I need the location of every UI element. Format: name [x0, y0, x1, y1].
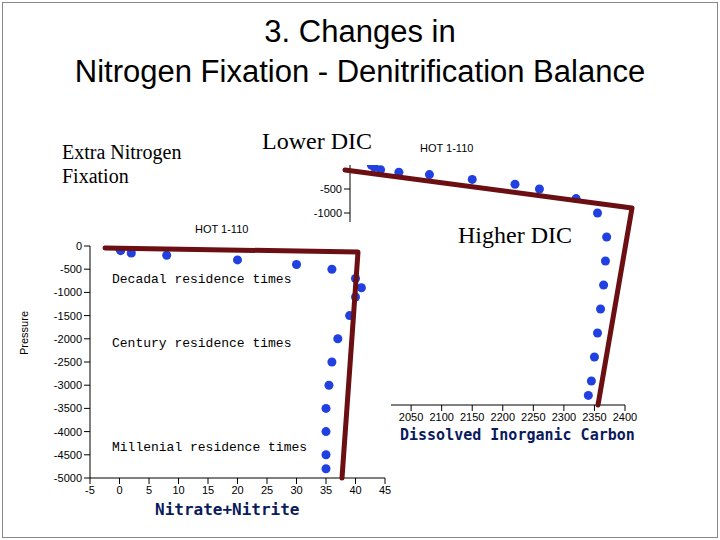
svg-text:-1000: -1000 — [54, 286, 82, 298]
svg-text:20: 20 — [231, 484, 243, 496]
html-text:3. Changes in: 3. Changes in — [264, 14, 456, 49]
svg-text:35: 35 — [320, 484, 332, 496]
html-text:Century residence times: Century residence times — [112, 336, 292, 351]
svg-text:-4500: -4500 — [54, 449, 82, 461]
svg-text:2150: 2150 — [460, 411, 484, 423]
html-text:Nitrogen Fixation - Denitrific: Nitrogen Fixation - Denitrification Bala… — [74, 54, 646, 89]
svg-text:-2500: -2500 — [54, 356, 82, 368]
html-text:Pressure: Pressure — [18, 311, 30, 355]
svg-text:-4000: -4000 — [54, 426, 82, 438]
svg-text:2100: 2100 — [429, 411, 453, 423]
html-text:HOT 1-110: HOT 1-110 — [420, 142, 474, 154]
svg-text:2250: 2250 — [521, 411, 545, 423]
svg-text:-2000: -2000 — [54, 333, 82, 345]
svg-text:0: 0 — [116, 484, 122, 496]
svg-text:45: 45 — [379, 484, 391, 496]
svg-text:-1500: -1500 — [54, 310, 82, 322]
svg-text:-3500: -3500 — [54, 402, 82, 414]
svg-text:-3000: -3000 — [54, 379, 82, 391]
svg-text:-5: -5 — [85, 484, 95, 496]
svg-text:-1000: -1000 — [314, 207, 342, 219]
svg-text:-500: -500 — [60, 263, 82, 275]
html-text:Decadal residence times: Decadal residence times — [112, 272, 292, 287]
svg-text:2200: 2200 — [491, 411, 515, 423]
svg-text:-5000: -5000 — [54, 472, 82, 484]
svg-text:2300: 2300 — [552, 411, 576, 423]
html-text:HOT 1-110: HOT 1-110 — [195, 223, 249, 235]
html-text:Lower DIC: Lower DIC — [262, 128, 372, 154]
svg-text:30: 30 — [290, 484, 302, 496]
html-text:Nitrate+Nitrite: Nitrate+Nitrite — [155, 500, 300, 519]
svg-text:2400: 2400 — [613, 411, 637, 423]
svg-text:2350: 2350 — [582, 411, 606, 423]
svg-text:0: 0 — [76, 240, 82, 252]
svg-text:40: 40 — [349, 484, 361, 496]
svg-text:-500: -500 — [320, 183, 342, 195]
html-text:Extra Nitrogen Fixation: Extra Nitrogen Fixation — [62, 141, 182, 187]
svg-text:10: 10 — [172, 484, 184, 496]
html-text:Higher DIC: Higher DIC — [458, 222, 572, 248]
html-text:Millenial residence times: Millenial residence times — [112, 440, 307, 455]
svg-text:25: 25 — [261, 484, 273, 496]
svg-text:15: 15 — [202, 484, 214, 496]
html-text:Dissolved Inorganic Carbon: Dissolved Inorganic Carbon — [400, 426, 635, 444]
svg-text:2050: 2050 — [399, 411, 423, 423]
svg-text:5: 5 — [146, 484, 152, 496]
